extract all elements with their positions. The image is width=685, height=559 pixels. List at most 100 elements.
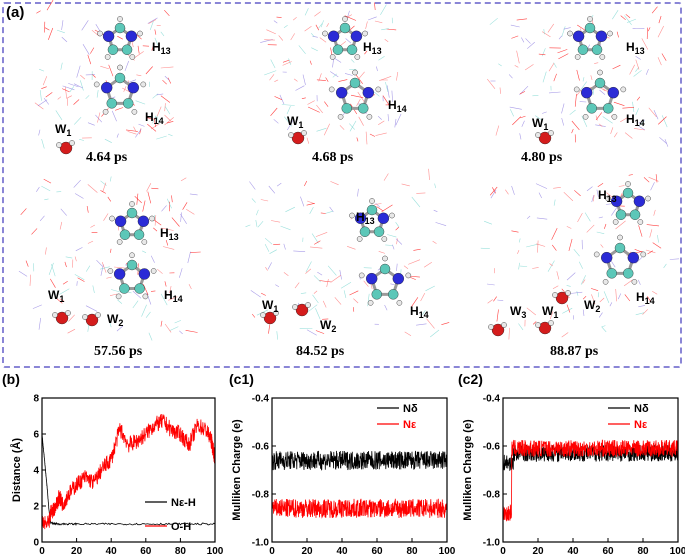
water-line	[180, 177, 187, 182]
x-tick-label: 60	[371, 546, 383, 557]
water-line	[553, 199, 556, 206]
water-line	[617, 293, 622, 300]
water-line	[67, 95, 72, 99]
water-line	[313, 290, 318, 294]
water-line	[97, 112, 101, 123]
nitrogen-atom	[595, 30, 608, 42]
chart-c1-series	[272, 450, 447, 519]
water-line	[260, 199, 269, 202]
water-line	[290, 33, 295, 41]
hydrogen-atom	[93, 81, 100, 88]
water-line	[542, 111, 547, 114]
hydrogen-atom	[548, 320, 554, 326]
label-w3-f6: W3	[510, 304, 527, 320]
water-line	[269, 74, 275, 81]
water-line	[514, 65, 519, 68]
water-line	[338, 79, 348, 82]
water-line	[276, 16, 282, 18]
water-line	[150, 255, 155, 263]
water-line	[264, 237, 273, 245]
water-line	[136, 74, 142, 77]
water-line	[499, 87, 501, 94]
series-line-Nδ	[272, 450, 447, 471]
water-line	[151, 187, 159, 190]
water-line	[582, 295, 587, 300]
legend-label: Nδ	[403, 403, 418, 415]
hydrogen-atom	[587, 16, 593, 22]
hydrogen-atom	[354, 54, 361, 60]
water-line	[344, 15, 357, 21]
water-line	[319, 37, 327, 43]
water-line	[325, 210, 333, 214]
hydrogen-atom	[602, 279, 609, 285]
water-line	[311, 233, 319, 244]
water-line	[34, 102, 44, 110]
water-line	[604, 223, 607, 229]
water-line	[577, 24, 586, 31]
hydrogen-atom	[115, 293, 122, 300]
water-line	[293, 16, 297, 21]
water-line	[380, 4, 387, 15]
water-line	[569, 291, 583, 294]
water-line	[274, 79, 279, 82]
water-network-lines	[18, 0, 680, 341]
water-line	[142, 200, 146, 212]
water-line	[153, 117, 156, 127]
nitrogen-atom	[572, 30, 585, 42]
hydrogen-atom	[52, 312, 58, 318]
hydrogen-atom	[631, 279, 638, 285]
water-line	[571, 128, 574, 134]
water-line	[541, 48, 546, 57]
y-tick-label: -1.0	[252, 538, 270, 549]
water-line	[383, 173, 389, 181]
water-line	[426, 318, 435, 329]
frame-time-6: 88.87 ps	[550, 344, 599, 359]
water-line	[357, 188, 359, 197]
water-line	[332, 73, 338, 78]
water-line	[39, 215, 45, 222]
oxygen-atom	[291, 131, 305, 145]
water-line	[311, 47, 318, 52]
water-line	[548, 91, 561, 94]
carbon-atom	[126, 259, 138, 271]
water-line	[620, 15, 626, 21]
water-line	[137, 45, 140, 54]
nitrogen-atom	[392, 272, 405, 285]
water-line	[581, 115, 588, 128]
water-line	[495, 125, 500, 136]
water-line	[20, 208, 27, 215]
water-line	[305, 261, 312, 273]
water-line	[270, 59, 276, 69]
water-line	[647, 296, 651, 302]
water-line	[350, 59, 355, 63]
water-line	[345, 38, 352, 44]
hydrogen-atom	[342, 16, 348, 22]
water-line	[573, 249, 580, 257]
water-line	[171, 217, 180, 227]
water-line	[526, 307, 536, 316]
series-line-Nε	[503, 439, 678, 522]
water-line	[310, 33, 315, 37]
water-line	[73, 83, 83, 89]
water-line	[600, 244, 604, 248]
carbon-atom	[341, 103, 352, 114]
water-line	[314, 240, 321, 245]
water-line	[521, 37, 525, 43]
nitrogen-atom	[580, 86, 593, 99]
water-line	[165, 240, 169, 246]
x-tick-label: 100	[207, 546, 224, 557]
nitrogen-atom	[600, 251, 613, 264]
water-line	[312, 294, 319, 304]
water-line	[356, 137, 359, 142]
water-line	[592, 194, 595, 202]
water-line	[44, 27, 50, 31]
water-line	[162, 79, 167, 85]
water-line	[334, 58, 342, 63]
water-line	[104, 138, 112, 143]
y-tick-label: 0	[33, 538, 39, 549]
water-line	[643, 177, 650, 183]
water-line	[91, 74, 96, 78]
water-line	[276, 331, 278, 340]
water-line	[557, 49, 568, 54]
water-line	[324, 101, 329, 107]
